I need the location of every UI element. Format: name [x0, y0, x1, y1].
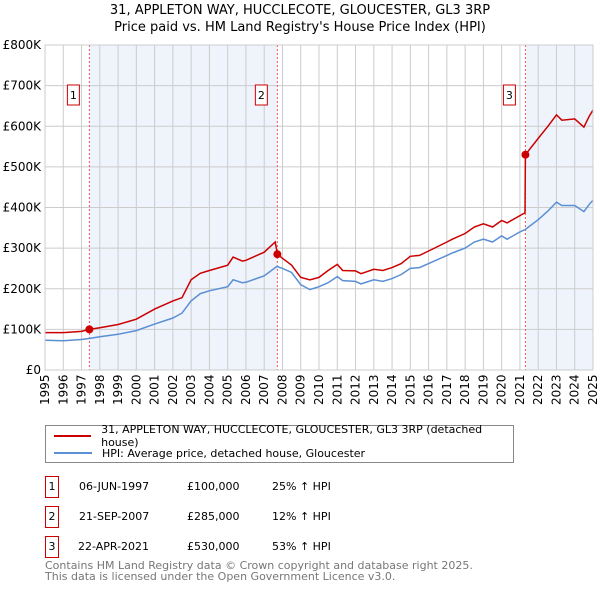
plot-border [44, 44, 594, 371]
subtitle: Price paid vs. HM Land Registry's House … [114, 20, 486, 35]
sale-hpi: 25% ↑ HPI [272, 480, 331, 493]
legend-label: HPI: Average price, detached house, Glou… [102, 446, 366, 460]
sale-row: 3 22-APR-2021 £530,000 53% ↑ HPI [45, 536, 545, 558]
x-tick-label: 2007 [257, 374, 271, 405]
x-tick-label: 2023 [549, 374, 563, 405]
sale-date: 06-JUN-1997 [79, 480, 150, 493]
y-tick-label: £300K [3, 241, 43, 255]
x-tick-label: 2012 [349, 374, 363, 405]
y-tick-label: £800K [3, 38, 43, 52]
x-tick-label: 1998 [93, 374, 107, 405]
sale-row: 2 21-SEP-2007 £285,000 12% ↑ HPI [45, 506, 545, 528]
footer: Contains HM Land Registry data © Crown c… [45, 560, 473, 582]
x-tick-label: 2017 [440, 374, 454, 405]
series-line [45, 109, 594, 334]
sale-row: 1 06-JUN-1997 £100,000 25% ↑ HPI [45, 476, 545, 498]
x-tick-label: 2019 [476, 374, 490, 405]
sale-point [273, 250, 282, 259]
annotation-label: 3 [506, 89, 513, 102]
y-tick-label: £600K [3, 119, 43, 133]
x-tick-label: 2003 [184, 374, 198, 405]
annotation-label: 1 [70, 89, 77, 102]
annotation-label: 2 [258, 89, 265, 102]
sale-price: £285,000 [187, 510, 240, 523]
legend-swatch [54, 452, 92, 454]
x-tick-label: 2008 [275, 374, 289, 405]
x-tick-label: 2002 [166, 374, 180, 405]
x-tick-label: 2001 [148, 374, 162, 405]
x-tick-label: 2000 [129, 374, 143, 405]
x-tick-label: 1995 [38, 374, 52, 405]
legend-label: 31, APPLETON WAY, HUCCLECOTE, GLOUCESTER… [101, 423, 483, 449]
x-tick-label: 2013 [367, 374, 381, 405]
x-tick-label: 2016 [422, 374, 436, 405]
annotation-box [502, 84, 516, 106]
sale-date: 21-SEP-2007 [79, 510, 150, 523]
sale-point [85, 325, 94, 334]
x-tick-label: 2014 [385, 374, 399, 405]
x-tick-label: 1996 [56, 374, 70, 405]
sale-hpi: 53% ↑ HPI [272, 540, 331, 553]
legend-swatch [54, 435, 92, 437]
chart: 1995 1996 1997 1998 1999 2000 2001 2002 2003 2004… [3, 38, 600, 405]
x-tick-label: 2006 [239, 374, 253, 405]
x-tick-label: 2020 [495, 374, 509, 405]
x-tick-label: 1999 [111, 374, 125, 405]
x-tick-label: 2004 [202, 374, 216, 405]
legend: 31, APPLETON WAY, HUCCLECOTE, GLOUCESTER… [45, 423, 514, 463]
sale-point [521, 150, 530, 159]
footer-line: This data is licensed under the Open Gov… [45, 570, 396, 583]
x-tick-label: 2022 [531, 374, 545, 405]
y-tick-label: £100K [3, 322, 43, 336]
x-tick-label: 2021 [513, 374, 527, 405]
x-tick-label: 2015 [403, 374, 417, 405]
x-tick-label: 2025 [586, 374, 600, 405]
y-tick-label: £200K [3, 282, 43, 296]
y-tick-label: £700K [3, 79, 43, 93]
x-tick-label: 1997 [75, 374, 89, 405]
sale-badge: 2 [45, 506, 59, 528]
x-tick-label: 2009 [294, 374, 308, 405]
sale-price: £100,000 [187, 480, 240, 493]
legend-item-property: 31, APPLETON WAY, HUCCLECOTE, GLOUCESTER… [54, 423, 513, 449]
footer-line: Contains HM Land Registry data © Crown c… [45, 559, 473, 572]
annotation-box [66, 84, 80, 106]
sale-price: £530,000 [187, 540, 240, 553]
x-tick-label: 2005 [221, 374, 235, 405]
y-tick-label: £400K [3, 201, 43, 215]
sale-badge: 1 [45, 476, 59, 498]
x-tick-label: 2024 [568, 374, 582, 405]
y-tick-label: £0 [26, 363, 41, 377]
sale-hpi: 12% ↑ HPI [272, 510, 331, 523]
x-tick-label: 2018 [458, 374, 472, 405]
series-line [44, 199, 594, 342]
annotation-box [254, 84, 268, 106]
x-tick-label: 2010 [312, 374, 326, 405]
chart-title: 31, APPLETON WAY, HUCCLECOTE, GLOUCESTER… [0, 2, 600, 36]
y-tick-label: £500K [3, 160, 43, 174]
legend-item-hpi: HPI: Average price, detached house, Glou… [54, 445, 365, 461]
sale-date: 22-APR-2021 [78, 540, 150, 553]
sale-badge: 3 [45, 536, 59, 558]
title: 31, APPLETON WAY, HUCCLECOTE, GLOUCESTER… [109, 3, 491, 18]
x-tick-label: 2011 [330, 374, 344, 405]
